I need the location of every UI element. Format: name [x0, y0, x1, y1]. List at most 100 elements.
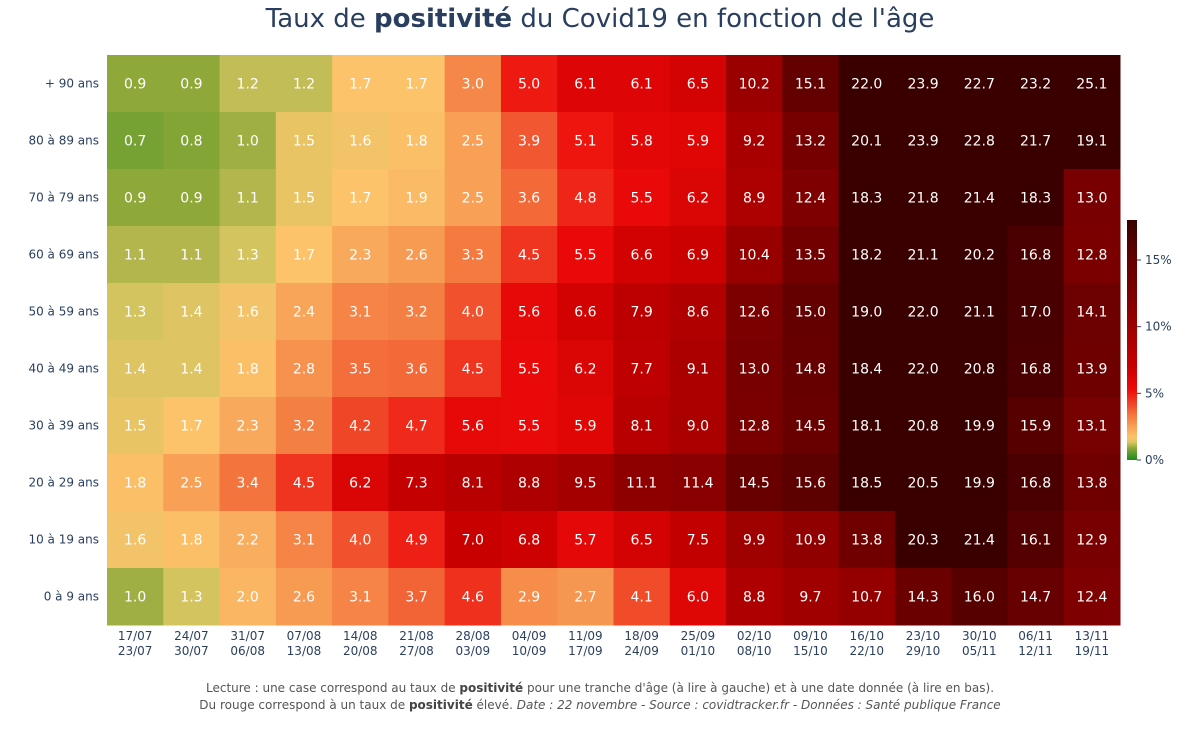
cell-value-label: 20.8	[964, 362, 995, 378]
cell-value-label: 5.0	[518, 77, 540, 93]
heatmap-cell	[726, 454, 783, 512]
heatmap-cell	[163, 169, 221, 227]
heatmap-cell	[838, 226, 896, 284]
cell-value-label: 9.2	[743, 134, 765, 150]
cell-value-label: 3.4	[237, 476, 259, 492]
heatmap-cell	[500, 397, 558, 455]
heatmap-cell	[838, 511, 896, 569]
cell-value-label: 1.9	[405, 191, 427, 207]
cell-value-label: 6.0	[687, 590, 709, 606]
cell-value-label: 13.2	[795, 134, 826, 150]
heatmap-cell	[107, 397, 164, 455]
x-axis-label: 06/11	[1018, 629, 1053, 643]
heatmap-cell	[613, 511, 671, 569]
heatmap-cell	[726, 226, 783, 284]
heatmap-cell	[894, 112, 952, 170]
cell-value-label: 11.1	[626, 476, 657, 492]
heatmap-cell	[388, 55, 446, 113]
heatmap-cell	[782, 568, 840, 626]
heatmap-cell	[332, 568, 389, 626]
x-axis-label: 31/07	[230, 629, 265, 643]
cell-value-label: 23.9	[907, 134, 938, 150]
cell-value-label: 1.1	[237, 191, 259, 207]
y-axis-label: 80 à 89 ans	[28, 134, 99, 148]
heatmap-cell	[669, 511, 727, 569]
heatmap-cell	[838, 568, 896, 626]
heatmap-cell	[726, 340, 783, 398]
cell-value-label: 15.0	[795, 305, 826, 321]
heatmap-cell	[332, 112, 389, 170]
x-axis-label: 17/09	[568, 644, 603, 658]
cell-value-label: 8.8	[743, 590, 765, 606]
cell-value-label: 8.9	[743, 191, 765, 207]
footer-line1-suffix: pour une tranche d'âge (à lire à gauche)…	[523, 681, 995, 695]
cell-value-label: 1.7	[349, 191, 371, 207]
cell-value-label: 3.6	[405, 362, 427, 378]
cell-value-label: 12.6	[739, 305, 770, 321]
cell-value-label: 0.9	[180, 77, 202, 93]
heatmap-cell	[444, 226, 502, 284]
title-bold: positivité	[374, 4, 513, 34]
cell-value-label: 3.9	[518, 134, 540, 150]
heatmap-cell	[951, 454, 1008, 512]
heatmap-cell	[782, 112, 840, 170]
x-axis-label: 12/11	[1018, 644, 1053, 658]
cell-value-label: 1.8	[405, 134, 427, 150]
cell-value-label: 2.6	[405, 248, 427, 264]
cell-value-label: 1.5	[293, 134, 315, 150]
cell-value-label: 4.0	[349, 533, 371, 549]
heatmap-cell	[163, 568, 221, 626]
heatmap-cell	[275, 283, 333, 341]
cell-value-label: 9.5	[574, 476, 596, 492]
heatmap-cell	[107, 283, 164, 341]
x-axis-label: 23/10	[906, 629, 941, 643]
heatmap-cell	[444, 169, 502, 227]
cell-value-label: 13.1	[1076, 419, 1107, 435]
cell-value-label: 1.1	[180, 248, 202, 264]
cell-value-label: 10.4	[739, 248, 770, 264]
heatmap-cell	[1007, 568, 1065, 626]
heatmap-cell	[388, 397, 446, 455]
heatmap-cell	[782, 454, 840, 512]
x-axis-label: 30/07	[174, 644, 209, 658]
cell-value-label: 2.9	[518, 590, 540, 606]
cell-value-label: 1.2	[237, 77, 259, 93]
cell-value-label: 6.1	[574, 77, 596, 93]
cell-value-label: 18.3	[1020, 191, 1051, 207]
heatmap-cell	[951, 340, 1008, 398]
heatmap-cell	[107, 454, 164, 512]
heatmap-cell	[1063, 55, 1121, 113]
heatmap-cell	[838, 55, 896, 113]
heatmap-cell	[275, 55, 333, 113]
cell-value-label: 2.3	[349, 248, 371, 264]
cell-value-label: 5.8	[631, 134, 653, 150]
cell-value-label: 5.5	[574, 248, 596, 264]
heatmap-cell	[1007, 112, 1065, 170]
heatmap-cell	[444, 568, 502, 626]
cell-value-label: 5.5	[631, 191, 653, 207]
cell-value-label: 12.8	[1076, 248, 1107, 264]
heatmap-cell	[1007, 55, 1065, 113]
heatmap-cell	[107, 511, 164, 569]
cell-value-label: 3.1	[293, 533, 315, 549]
cell-value-label: 1.0	[124, 590, 146, 606]
cell-value-label: 1.7	[293, 248, 315, 264]
heatmap-cell	[388, 511, 446, 569]
cell-value-label: 10.2	[739, 77, 770, 93]
x-axis-label: 29/10	[906, 644, 941, 658]
cell-value-label: 9.9	[743, 533, 765, 549]
heatmap-cell	[219, 397, 277, 455]
heatmap-cell	[838, 397, 896, 455]
heatmap-cell	[444, 55, 502, 113]
cell-value-label: 21.1	[907, 248, 938, 264]
x-axis-label: 01/10	[681, 644, 716, 658]
heatmap-cell	[613, 169, 671, 227]
cell-value-label: 1.7	[180, 419, 202, 435]
cell-value-label: 19.9	[964, 419, 995, 435]
heatmap-cell	[163, 112, 221, 170]
y-axis-label: 60 à 69 ans	[28, 248, 99, 262]
x-axis-label: 10/09	[512, 644, 547, 658]
heatmap-cell	[444, 397, 502, 455]
x-axis-label: 08/10	[737, 644, 772, 658]
heatmap-cell	[894, 568, 952, 626]
